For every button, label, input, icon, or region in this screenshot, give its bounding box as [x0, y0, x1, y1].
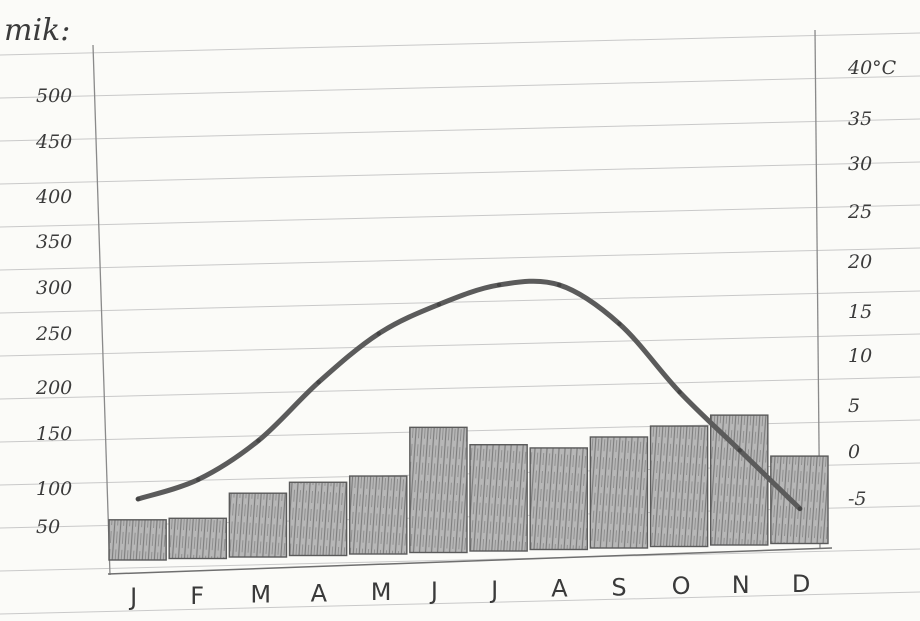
ruling-line [0, 376, 920, 400]
month-label-10: O [672, 572, 691, 600]
month-label-6: J [429, 577, 438, 605]
precip-bar-8 [529, 447, 589, 551]
right-tick-label: 25 [847, 201, 872, 223]
temperature-point-12 [797, 506, 803, 511]
left-tick-label: 200 [35, 377, 72, 399]
left-tick-label: 500 [36, 85, 72, 107]
temperature-point-2 [196, 477, 201, 482]
precip-bar-1 [108, 519, 167, 561]
right-tick-label: 10 [848, 345, 872, 367]
precip-bar-3 [228, 492, 288, 558]
ruling-line [0, 75, 920, 99]
title-fragment: mik: [4, 13, 70, 48]
ruling-line [0, 32, 920, 56]
x-axis-line [107, 547, 833, 575]
month-label-3: M [250, 581, 271, 609]
temperature-point-10 [677, 389, 682, 395]
precip-bar-2 [168, 517, 228, 560]
precipitation-bars [108, 414, 829, 561]
temperature-point-4 [316, 380, 321, 385]
ruling-line [0, 591, 920, 615]
left-tick-label: 150 [36, 423, 72, 445]
right-tick-label: 0 [848, 441, 860, 463]
right-tick-label: 20 [847, 251, 872, 273]
month-label-8: A [551, 575, 568, 603]
month-label-11: N [732, 571, 750, 599]
month-label-2: F [190, 582, 204, 610]
precip-bar-4 [288, 481, 348, 557]
left-tick-label: 100 [36, 478, 72, 500]
right-axis-ticks: 40°C 35 30 25 20 15 10 5 0 -5 [847, 57, 897, 510]
month-label-12: D [792, 570, 810, 598]
right-tick-label: -5 [848, 488, 867, 510]
precip-bar-5 [348, 475, 408, 555]
ruling-line [0, 161, 920, 185]
temperature-point-7 [496, 282, 502, 288]
temperature-point-3 [256, 438, 261, 443]
precip-bar-6 [409, 426, 468, 554]
right-tick-label: 35 [848, 108, 872, 130]
right-tick-label: 40°C [847, 57, 897, 79]
temperature-line [135, 278, 803, 512]
temperature-point-5 [376, 331, 381, 336]
temperature-point-8 [557, 282, 562, 288]
month-label-1: J [128, 583, 137, 611]
temperature-point-6 [436, 302, 442, 307]
ruling-line [0, 333, 920, 357]
precip-bar-7 [469, 444, 528, 552]
month-label-9: S [611, 573, 626, 601]
right-tick-label: 15 [848, 301, 872, 323]
precip-bar-11 [709, 414, 769, 546]
left-axis-line [92, 44, 111, 576]
left-tick-label: 450 [35, 131, 72, 153]
precip-bar-12 [770, 455, 829, 545]
ruling-line [0, 247, 920, 271]
right-tick-label: 30 [848, 153, 872, 175]
precip-bar-9 [589, 436, 649, 549]
left-axis-ticks: 500 450 400 350 300 250 200 150 100 50 [35, 85, 72, 538]
month-label-7: J [489, 576, 498, 604]
right-tick-label: 5 [848, 395, 860, 417]
left-tick-label: 300 [36, 277, 72, 299]
precip-bar-10 [649, 425, 709, 548]
temperature-point-9 [617, 321, 622, 327]
month-label-5: M [371, 578, 392, 606]
ruling-line [0, 204, 920, 228]
left-tick-label: 400 [35, 186, 72, 208]
ruling-line [0, 118, 920, 142]
temperature-point-1 [135, 496, 141, 502]
left-tick-label: 250 [35, 323, 72, 345]
left-tick-label: 50 [36, 516, 60, 538]
temperature-point-11 [737, 448, 742, 453]
month-label-4: A [311, 579, 328, 607]
ruling-line [0, 290, 920, 314]
left-tick-label: 350 [36, 231, 72, 253]
ruling-line [0, 548, 920, 572]
